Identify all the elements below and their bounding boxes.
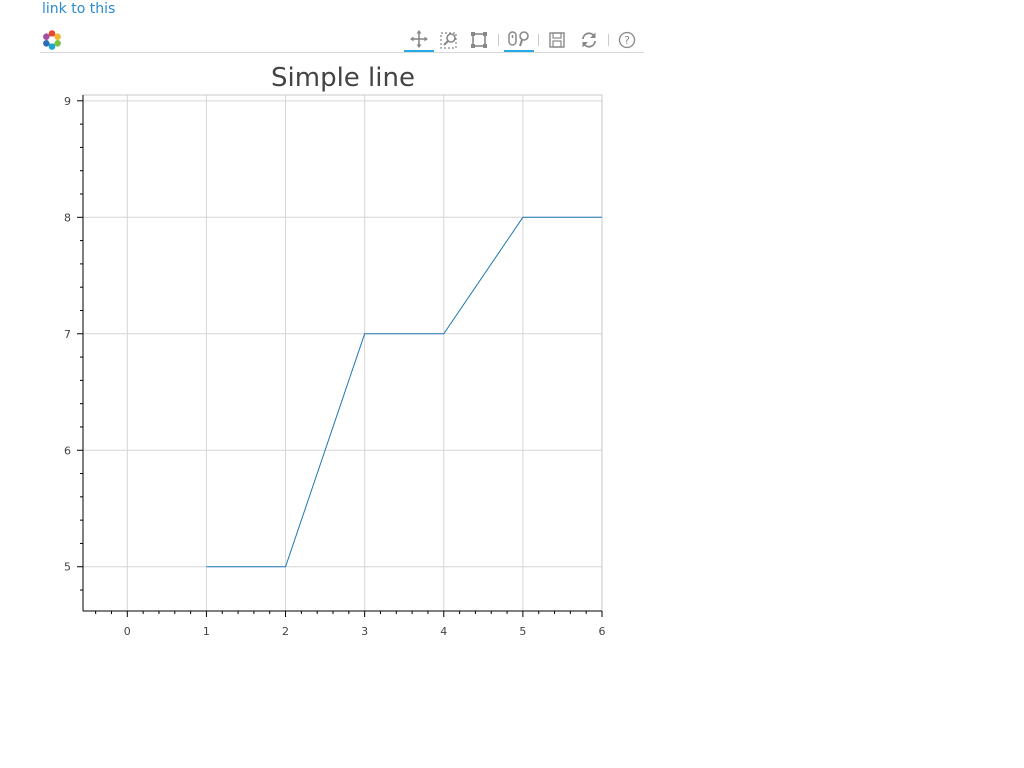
box-select-tool-button[interactable] xyxy=(464,28,494,52)
series-line xyxy=(206,216,602,568)
wheel-zoom-tool-button[interactable] xyxy=(504,28,534,52)
link-to-this[interactable]: link to this xyxy=(42,1,116,17)
y-tick-label: 6 xyxy=(64,444,71,457)
x-tick-label: 5 xyxy=(519,625,526,638)
box-select-icon xyxy=(471,32,487,48)
x-tick-label: 0 xyxy=(124,625,131,638)
y-tick-label: 5 xyxy=(64,561,71,574)
toolbar-separator xyxy=(538,34,539,46)
wheel-zoom-icon xyxy=(508,31,529,47)
toolbar: ? xyxy=(40,26,644,53)
x-tick-label: 2 xyxy=(282,625,289,638)
y-tick-label: 9 xyxy=(64,95,71,108)
x-tick-label: 1 xyxy=(203,625,210,638)
reset-icon xyxy=(582,32,596,48)
chart-title: Simple line xyxy=(271,63,415,93)
box-zoom-tool-button[interactable] xyxy=(434,28,464,52)
toolbar-separator xyxy=(498,34,499,46)
box-zoom-icon xyxy=(440,32,457,49)
x-tick-label: 3 xyxy=(361,625,368,638)
pan-icon xyxy=(410,30,428,48)
svg-text:?: ? xyxy=(624,34,630,47)
bokeh-logo-icon[interactable] xyxy=(42,30,62,50)
plot-frame xyxy=(82,94,603,612)
save-icon xyxy=(549,32,565,48)
y-tick-label: 7 xyxy=(64,328,71,341)
pan-tool-button[interactable] xyxy=(404,28,434,52)
x-tick-label: 4 xyxy=(440,625,447,638)
help-tool-button[interactable]: ? xyxy=(612,28,642,52)
y-tick-label: 8 xyxy=(64,211,71,224)
help-icon: ? xyxy=(618,31,636,49)
reset-tool-button[interactable] xyxy=(574,28,604,52)
x-tick-label: 6 xyxy=(599,625,606,638)
toolbar-separator xyxy=(608,34,609,46)
save-tool-button[interactable] xyxy=(542,28,572,52)
